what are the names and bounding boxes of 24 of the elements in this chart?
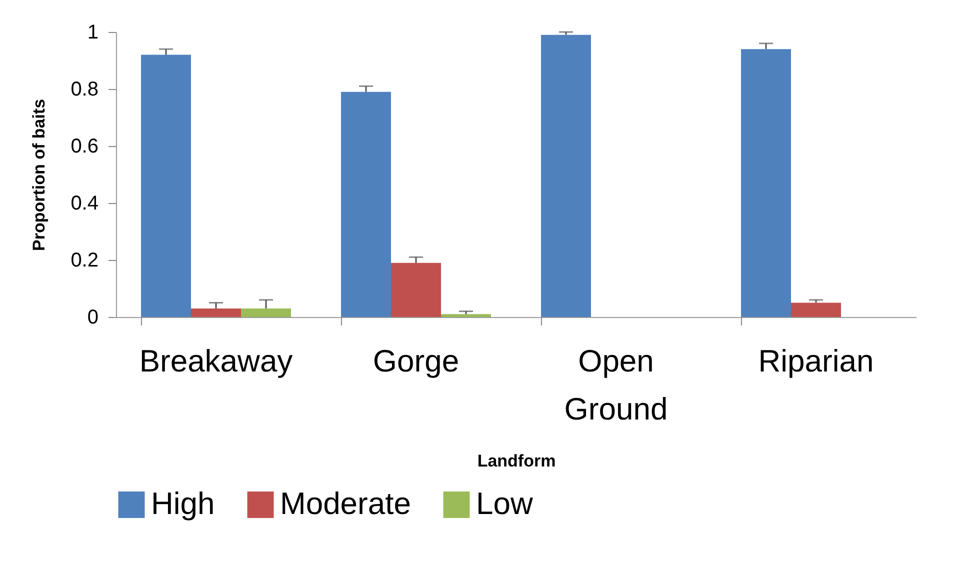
x-tick-label: Breakaway (139, 344, 294, 378)
bar (341, 92, 391, 317)
y-tick-label: 0.8 (70, 78, 98, 100)
bar (241, 308, 291, 317)
bar (191, 308, 241, 317)
bar (791, 302, 841, 317)
bar (441, 314, 491, 317)
y-tick-label: 0.2 (70, 250, 98, 272)
y-tick-label: 0 (87, 306, 98, 328)
bar (741, 49, 791, 317)
y-tick-label: 0.6 (70, 136, 98, 158)
legend-label: High (151, 486, 215, 521)
x-tick-label: Riparian (758, 344, 874, 378)
legend-label: Moderate (280, 486, 411, 521)
x-axis-title: Landform (477, 452, 556, 470)
bar (391, 262, 441, 317)
y-tick-label: 0.4 (70, 192, 98, 214)
y-tick-label: 1 (87, 22, 98, 44)
bar (541, 34, 591, 317)
y-axis-title: Proportion of baits (30, 98, 49, 252)
bar (141, 54, 191, 317)
legend-label: Low (476, 486, 534, 521)
x-tick-label: Open Ground (564, 344, 668, 426)
x-tick-label: Gorge (372, 344, 460, 378)
